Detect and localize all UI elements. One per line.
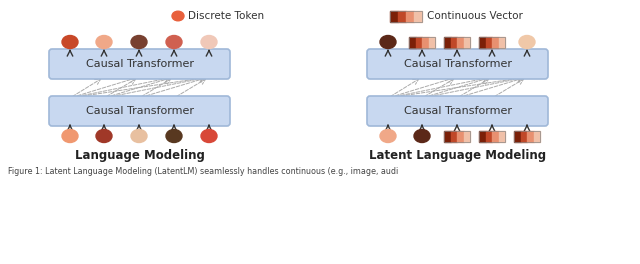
Bar [457, 36, 463, 48]
Ellipse shape [519, 35, 535, 49]
Ellipse shape [131, 130, 147, 143]
Text: Causal Transformer: Causal Transformer [403, 59, 511, 69]
Ellipse shape [201, 130, 217, 143]
Bar [390, 11, 422, 21]
Bar [479, 130, 486, 142]
Bar [479, 36, 486, 48]
Bar [486, 130, 492, 142]
Bar [463, 36, 470, 48]
Bar [409, 36, 435, 48]
Text: Continuous Vector: Continuous Vector [427, 11, 523, 21]
Ellipse shape [380, 35, 396, 49]
Bar [429, 36, 435, 48]
FancyBboxPatch shape [367, 96, 548, 126]
Ellipse shape [62, 130, 78, 143]
Bar [479, 130, 505, 142]
FancyBboxPatch shape [49, 49, 230, 79]
Bar [514, 130, 540, 142]
Text: Causal Transformer: Causal Transformer [403, 106, 511, 116]
Ellipse shape [96, 130, 112, 143]
Ellipse shape [166, 35, 182, 49]
Bar [534, 130, 540, 142]
Text: Causal Transformer: Causal Transformer [86, 59, 193, 69]
Bar [415, 36, 422, 48]
Bar [514, 130, 520, 142]
Bar [492, 36, 499, 48]
Ellipse shape [201, 35, 217, 49]
Bar [444, 130, 451, 142]
Bar [398, 11, 406, 21]
Bar [499, 130, 505, 142]
Text: Discrete Token: Discrete Token [188, 11, 264, 21]
Ellipse shape [414, 130, 430, 143]
Bar [520, 130, 527, 142]
FancyBboxPatch shape [49, 96, 230, 126]
Bar [409, 36, 415, 48]
Bar [479, 36, 505, 48]
Bar [444, 36, 470, 48]
Text: Causal Transformer: Causal Transformer [86, 106, 193, 116]
Text: Figure 1: Latent Language Modeling (LatentLM) seamlessly handles continuous (e.g: Figure 1: Latent Language Modeling (Late… [8, 167, 398, 177]
Bar [451, 130, 457, 142]
Ellipse shape [380, 130, 396, 143]
Bar [451, 36, 457, 48]
FancyBboxPatch shape [367, 49, 548, 79]
Ellipse shape [172, 11, 184, 21]
Bar [422, 36, 429, 48]
Bar [499, 36, 505, 48]
Bar [414, 11, 422, 21]
Ellipse shape [131, 35, 147, 49]
Bar [390, 11, 398, 21]
Bar [406, 11, 414, 21]
Bar [444, 130, 470, 142]
Text: Latent Language Modeling: Latent Language Modeling [369, 149, 546, 163]
Ellipse shape [166, 130, 182, 143]
Bar [492, 130, 499, 142]
Bar [457, 130, 463, 142]
Bar [486, 36, 492, 48]
Text: Language Modeling: Language Modeling [75, 149, 204, 163]
Bar [463, 130, 470, 142]
Bar [444, 36, 451, 48]
Ellipse shape [96, 35, 112, 49]
Ellipse shape [62, 35, 78, 49]
Bar [527, 130, 534, 142]
